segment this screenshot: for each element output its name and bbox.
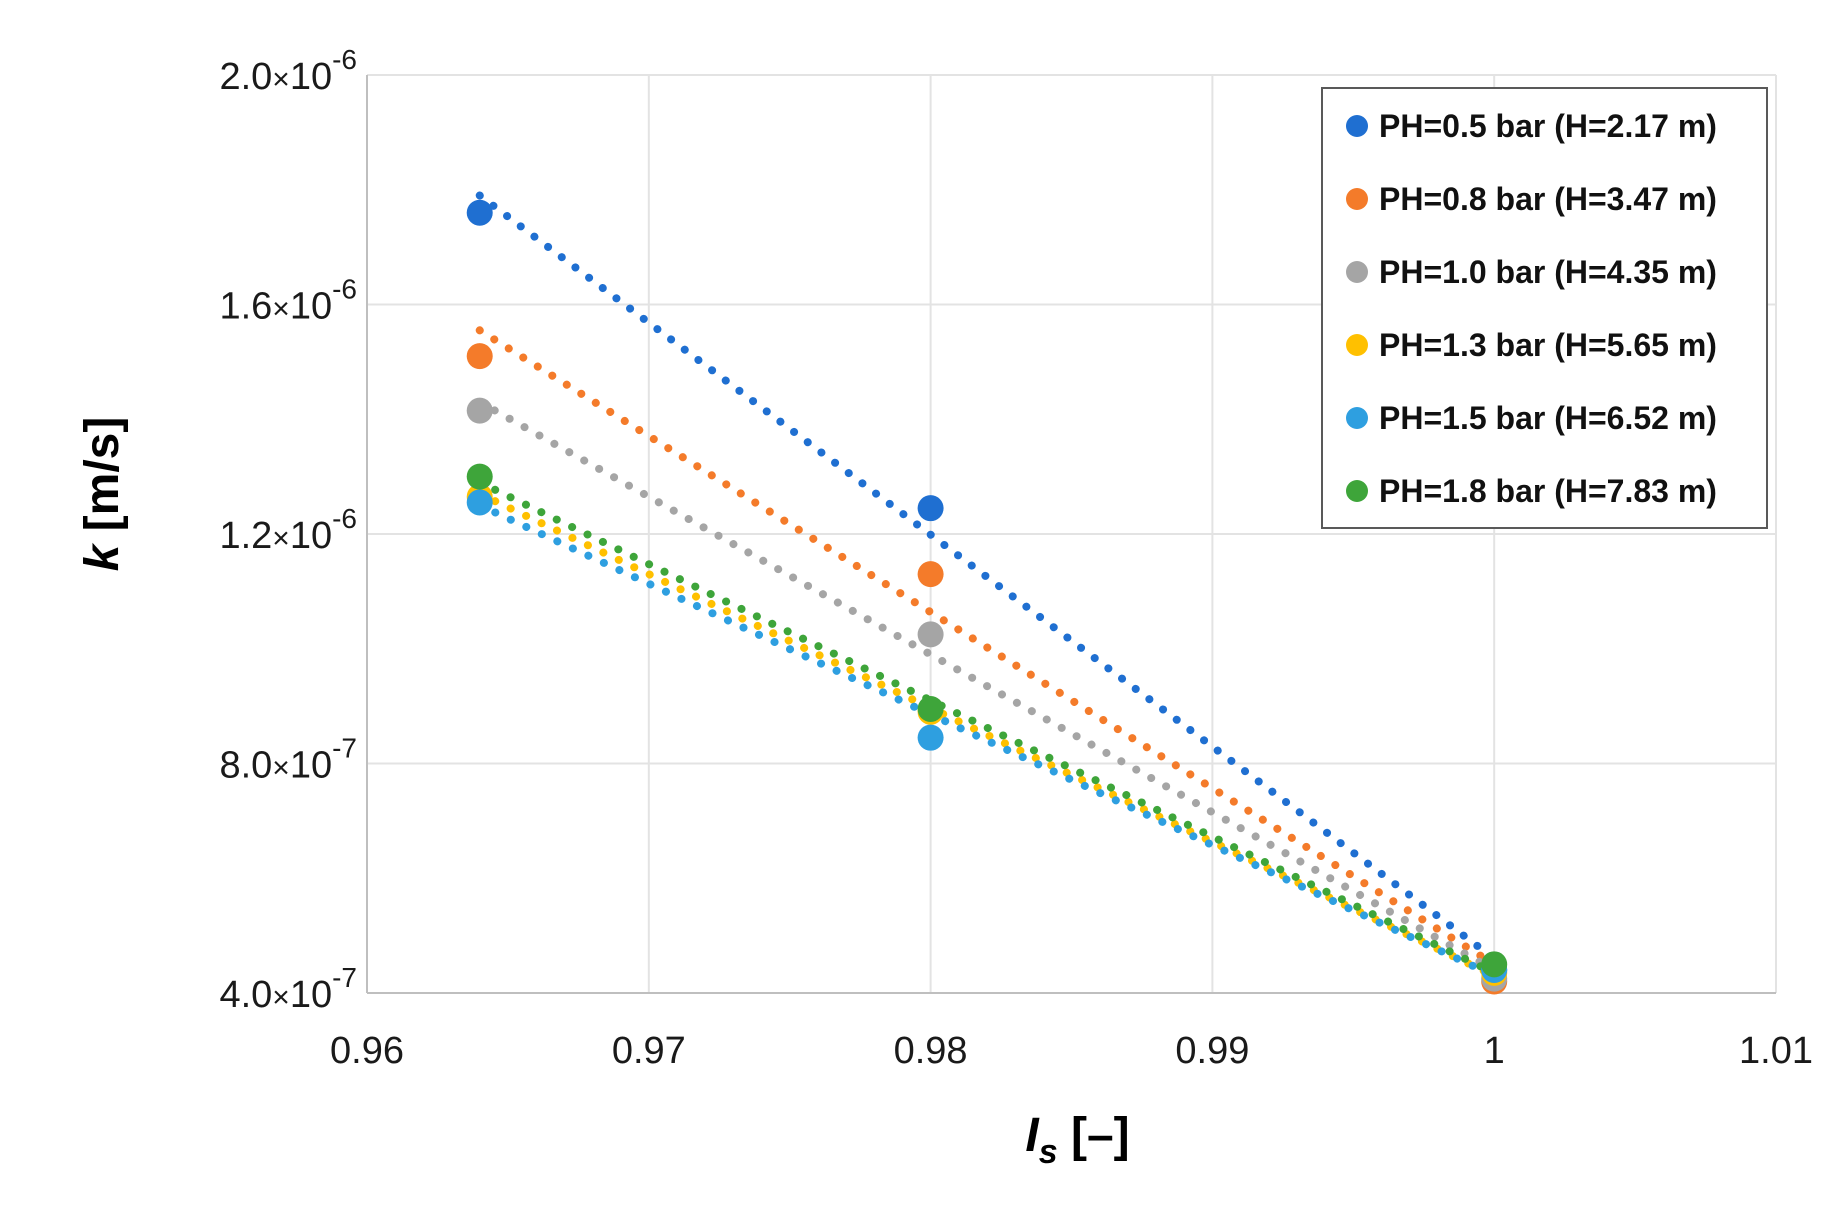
y-tick-label: 1.6×10-6 — [219, 274, 357, 328]
trendline — [475, 478, 1499, 977]
data-point — [466, 199, 493, 226]
legend-marker — [1346, 188, 1368, 210]
legend-label: PH=1.0 bar (H=4.35 m) — [1379, 254, 1717, 290]
y-tick-label: 8.0×10-7 — [219, 733, 357, 787]
legend-marker — [1346, 407, 1368, 429]
legend-marker — [1346, 115, 1368, 137]
legend-label: PH=0.8 bar (H=3.47 m) — [1379, 181, 1717, 217]
trendlines — [475, 191, 1499, 980]
x-tick-label: 1 — [1484, 1030, 1505, 1072]
legend-marker — [1346, 334, 1368, 356]
data-point — [917, 495, 944, 522]
legend-label: PH=1.5 bar (H=6.52 m) — [1379, 400, 1717, 436]
data-points — [466, 199, 1508, 995]
legend-label: PH=0.5 bar (H=2.17 m) — [1379, 108, 1717, 144]
data-point — [466, 489, 493, 516]
trendline — [475, 326, 1499, 969]
axis-titles: Is [–] k [m/s] — [76, 417, 1130, 1171]
y-axis-title: k [m/s] — [76, 417, 129, 572]
y-tick-label: 1.2×10-6 — [219, 503, 357, 557]
data-point — [1481, 951, 1508, 978]
legend-marker — [1346, 261, 1368, 283]
data-point — [917, 621, 944, 648]
trendline — [475, 398, 1499, 975]
legend-label: PH=1.8 bar (H=7.83 m) — [1379, 473, 1717, 509]
x-axis-title: Is [–] — [1025, 1109, 1129, 1171]
data-point — [466, 343, 493, 370]
legend-label: PH=1.3 bar (H=5.65 m) — [1379, 327, 1717, 363]
trendline — [475, 489, 1499, 980]
x-tick-label: 0.99 — [1175, 1030, 1249, 1072]
tick-labels: 0.96 0.97 0.98 0.99 1 1.01 4.0×10-7 8.0×10-7 1.2… — [219, 44, 1813, 1072]
data-point — [917, 695, 944, 722]
y-tick-label: 4.0×10-7 — [219, 962, 357, 1016]
data-point — [917, 561, 944, 588]
legend-box — [1321, 87, 1768, 529]
y-tick-label: 2.0×10-6 — [219, 44, 357, 98]
data-point — [466, 397, 493, 424]
legend: PH=0.5 bar (H=2.17 m) PH=0.8 bar (H=3.47 … — [1321, 87, 1768, 529]
trendline — [475, 501, 1499, 980]
trendline — [475, 191, 1499, 963]
legend-marker — [1346, 480, 1368, 502]
x-tick-label: 1.01 — [1739, 1030, 1813, 1072]
axes — [366, 75, 1776, 994]
x-tick-label: 0.98 — [894, 1030, 968, 1072]
data-point — [917, 724, 944, 751]
x-tick-label: 0.97 — [612, 1030, 686, 1072]
data-point — [466, 463, 493, 490]
x-tick-label: 0.96 — [330, 1030, 404, 1072]
